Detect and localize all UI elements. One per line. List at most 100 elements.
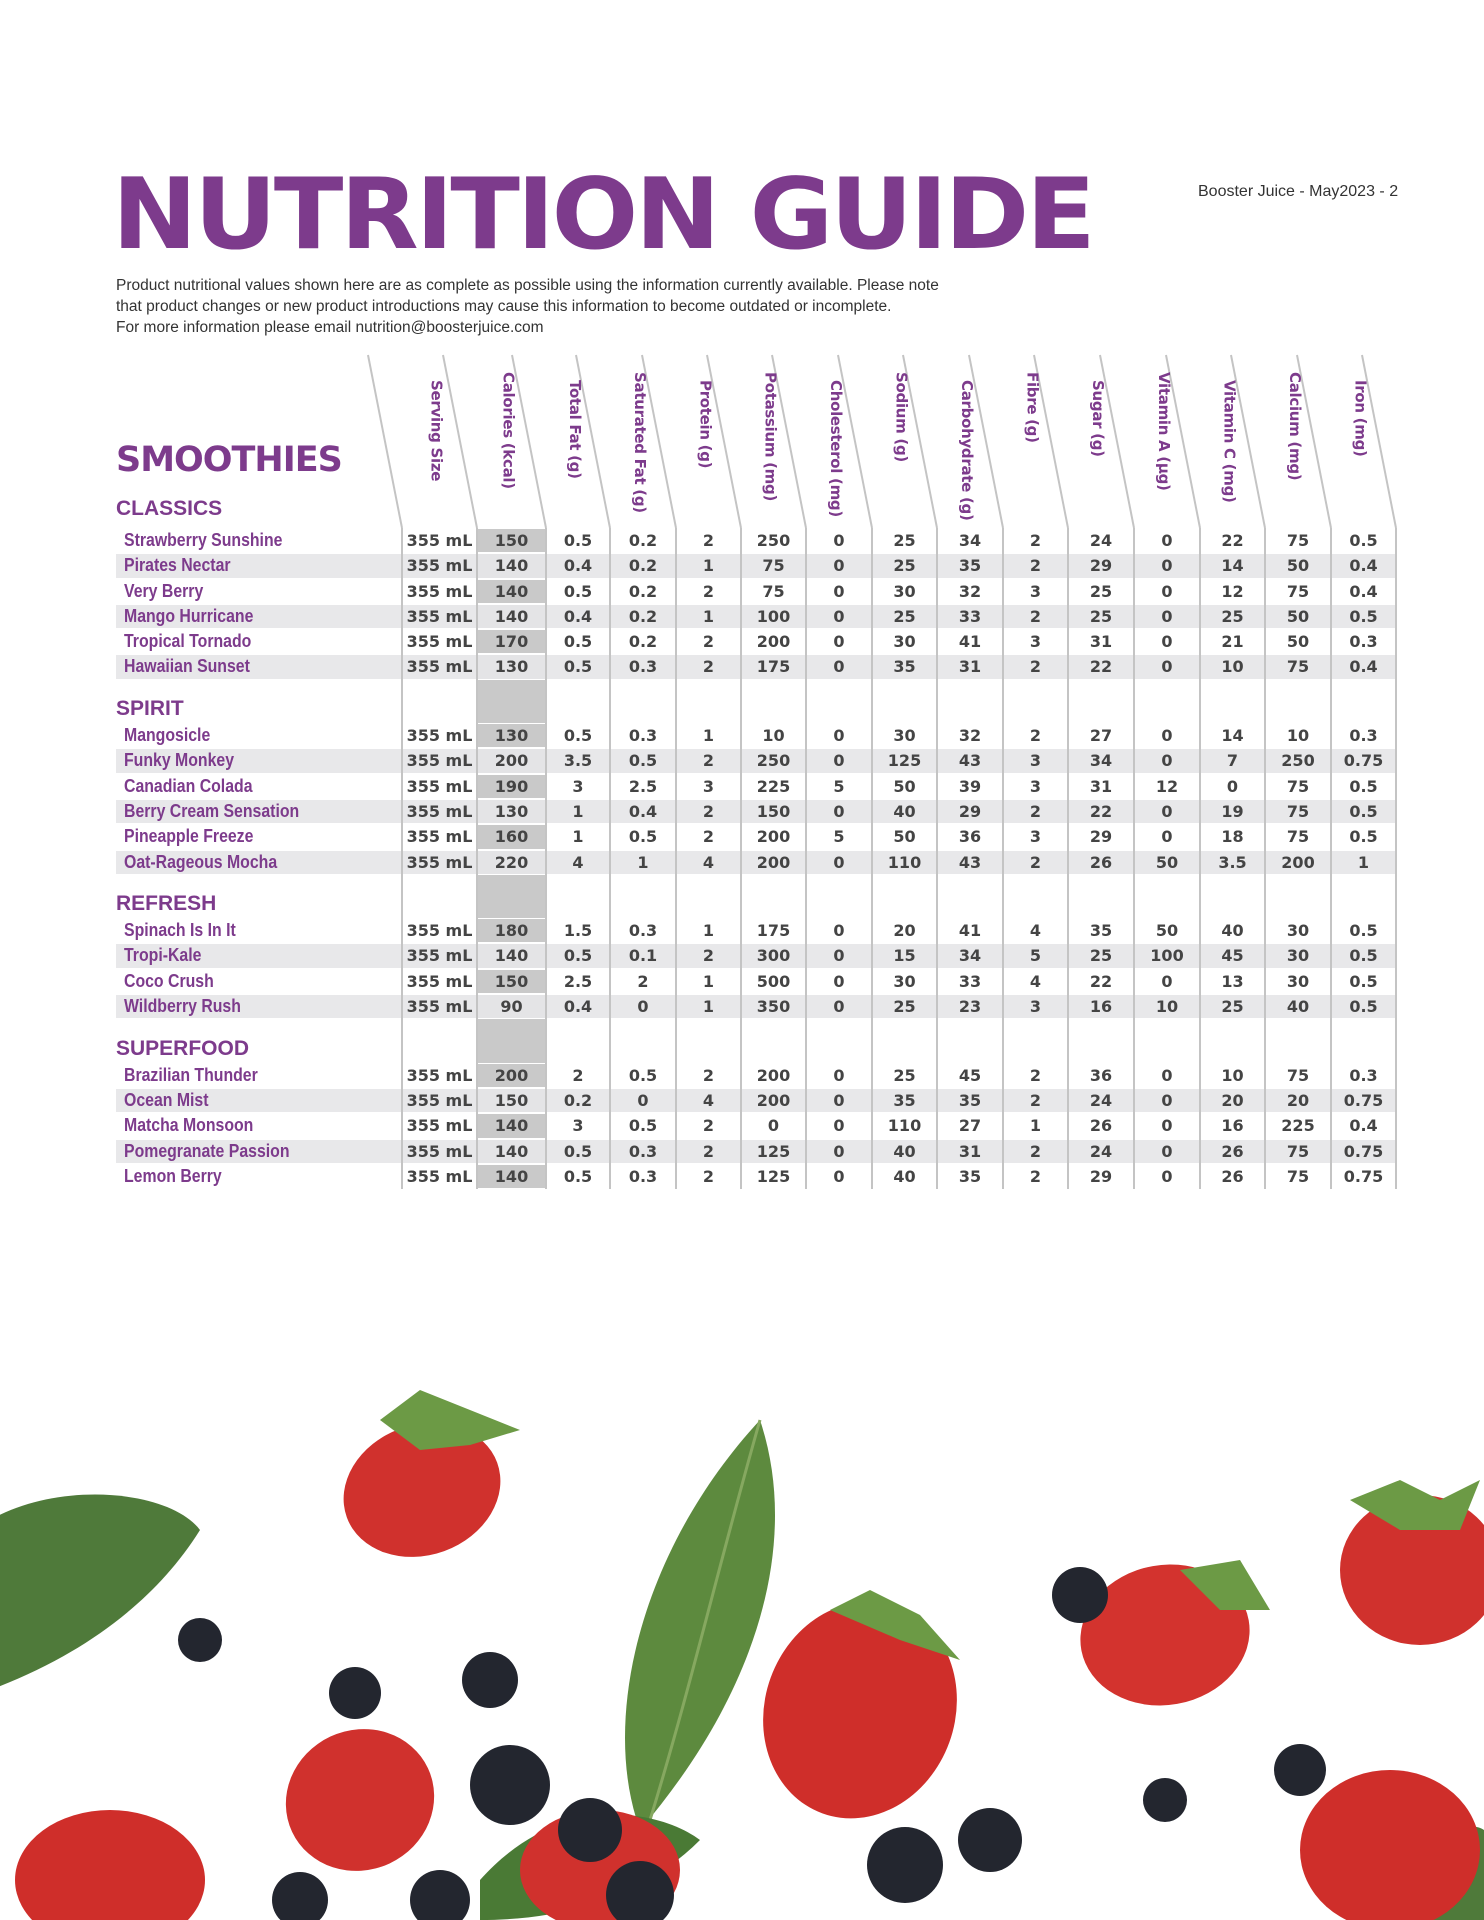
column-divider	[1067, 528, 1069, 1190]
column-divider	[675, 528, 677, 1190]
column-divider	[740, 528, 742, 1190]
column-divider	[1033, 354, 1069, 529]
value-cell: 0.2	[628, 581, 658, 601]
table-row: Brazilian Thunder 355 mL 200 2 0.5 2 200 0 25 45 2…	[0, 1063, 1484, 1088]
value-cell: 100	[756, 606, 791, 626]
value-cell: 33	[958, 971, 982, 991]
value-cell: 50	[1286, 556, 1310, 576]
value-cell: 2	[702, 801, 715, 821]
product-name: Oat-Rageous Mocha	[124, 851, 278, 872]
value-cell: 22	[1089, 657, 1113, 677]
value-cell: 2	[702, 751, 715, 771]
value-cell: 0	[1161, 632, 1173, 652]
value-cell: 3	[702, 776, 715, 796]
value-cell: 27	[1089, 726, 1113, 746]
section-row: SUPERFOOD	[0, 1019, 1484, 1063]
value-cell: 50	[893, 827, 916, 847]
product-name: Tropi-Kale	[124, 945, 202, 966]
column-divider	[1199, 528, 1201, 1190]
value-cell: 0	[833, 657, 845, 677]
value-cell: 140	[494, 556, 529, 576]
value-cell: 350	[756, 997, 791, 1017]
value-cell: 2	[637, 971, 649, 991]
value-cell: 0	[833, 1116, 845, 1136]
value-cell: 0.5	[1349, 997, 1378, 1017]
product-name: Mango Hurricane	[124, 605, 254, 626]
intro-text: Product nutritional values shown here ar…	[116, 275, 1016, 338]
column-divider	[575, 354, 611, 529]
value-cell: 35	[958, 556, 982, 576]
value-cell: 160	[494, 827, 529, 847]
value-cell: 31	[1089, 776, 1113, 796]
product-name: Pirates Nectar	[124, 555, 231, 576]
value-cell: 3.5	[1218, 852, 1247, 872]
value-cell: 2	[702, 827, 715, 847]
column-header: Fibre (g)	[1023, 372, 1042, 443]
value-cell: 30	[893, 632, 916, 652]
value-cell: 25	[1089, 946, 1113, 966]
value-cell: 19	[1221, 801, 1244, 821]
value-cell: 75	[1286, 776, 1310, 796]
value-cell: 0.2	[628, 531, 658, 550]
value-cell: 0.4	[1349, 657, 1378, 677]
value-cell: 0	[833, 997, 845, 1017]
value-cell: 200	[756, 827, 791, 847]
value-cell: 355 mL	[406, 726, 473, 746]
value-cell: 0.5	[563, 531, 593, 550]
value-cell: 150	[756, 801, 791, 821]
value-cell: 5	[833, 827, 845, 847]
table-row: Coco Crush 355 mL 150 2.5 2 1 500 0 30 33 4 22 0 13 30…	[0, 969, 1484, 994]
value-cell: 16	[1221, 1116, 1244, 1136]
table-row: Hawaiian Sunset 355 mL 130 0.5 0.3 2 175 0 35 31 2…	[0, 654, 1484, 679]
value-cell: 41	[958, 632, 982, 652]
value-cell: 125	[756, 1166, 791, 1186]
value-cell: 355 mL	[406, 657, 473, 677]
value-cell: 2	[1029, 852, 1042, 872]
column-divider	[1395, 528, 1397, 1190]
product-name: Hawaiian Sunset	[124, 656, 250, 677]
value-cell: 32	[958, 581, 982, 601]
blueberry	[178, 1567, 1326, 1920]
value-cell: 29	[958, 801, 982, 821]
value-cell: 0.4	[563, 606, 593, 626]
value-cell: 0.3	[628, 657, 658, 677]
value-cell: 35	[958, 1166, 982, 1186]
value-cell: 140	[494, 1116, 529, 1136]
value-cell: 0	[1161, 751, 1173, 771]
value-cell: 0	[833, 726, 845, 746]
value-cell: 2	[702, 1166, 715, 1186]
value-cell: 25	[893, 556, 916, 576]
column-divider	[771, 354, 807, 529]
intro-line: that product changes or new product intr…	[116, 298, 892, 315]
value-cell: 355 mL	[406, 776, 473, 796]
value-cell: 2	[1029, 1166, 1042, 1186]
value-cell: 0.75	[1343, 1141, 1384, 1161]
value-cell: 140	[494, 1141, 529, 1161]
value-cell: 75	[762, 556, 785, 576]
value-cell: 2	[1029, 1141, 1042, 1161]
value-cell: 23	[958, 997, 982, 1017]
basil-leaf	[0, 1419, 1484, 1920]
value-cell: 25	[1221, 997, 1244, 1017]
value-cell: 12	[1221, 581, 1244, 601]
product-name: Coco Crush	[124, 970, 214, 991]
value-cell: 0	[637, 997, 649, 1017]
column-divider	[545, 528, 547, 1190]
value-cell: 0	[767, 1116, 780, 1136]
column-divider	[401, 528, 403, 1190]
value-cell: 0	[1161, 531, 1173, 550]
fruit-photo	[0, 1390, 1484, 1920]
value-cell: 220	[494, 852, 529, 872]
product-name: Brazilian Thunder	[124, 1064, 258, 1085]
column-divider	[902, 354, 938, 529]
value-cell: 0.5	[628, 751, 658, 771]
value-cell: 75	[1286, 1141, 1310, 1161]
value-cell: 100	[1150, 946, 1184, 966]
value-cell: 1	[702, 921, 715, 941]
column-divider	[476, 528, 478, 1190]
value-cell: 0	[833, 556, 845, 576]
value-cell: 36	[958, 827, 982, 847]
value-cell: 0.5	[628, 827, 658, 847]
value-cell: 31	[958, 657, 982, 677]
value-cell: 0.5	[563, 1166, 593, 1186]
